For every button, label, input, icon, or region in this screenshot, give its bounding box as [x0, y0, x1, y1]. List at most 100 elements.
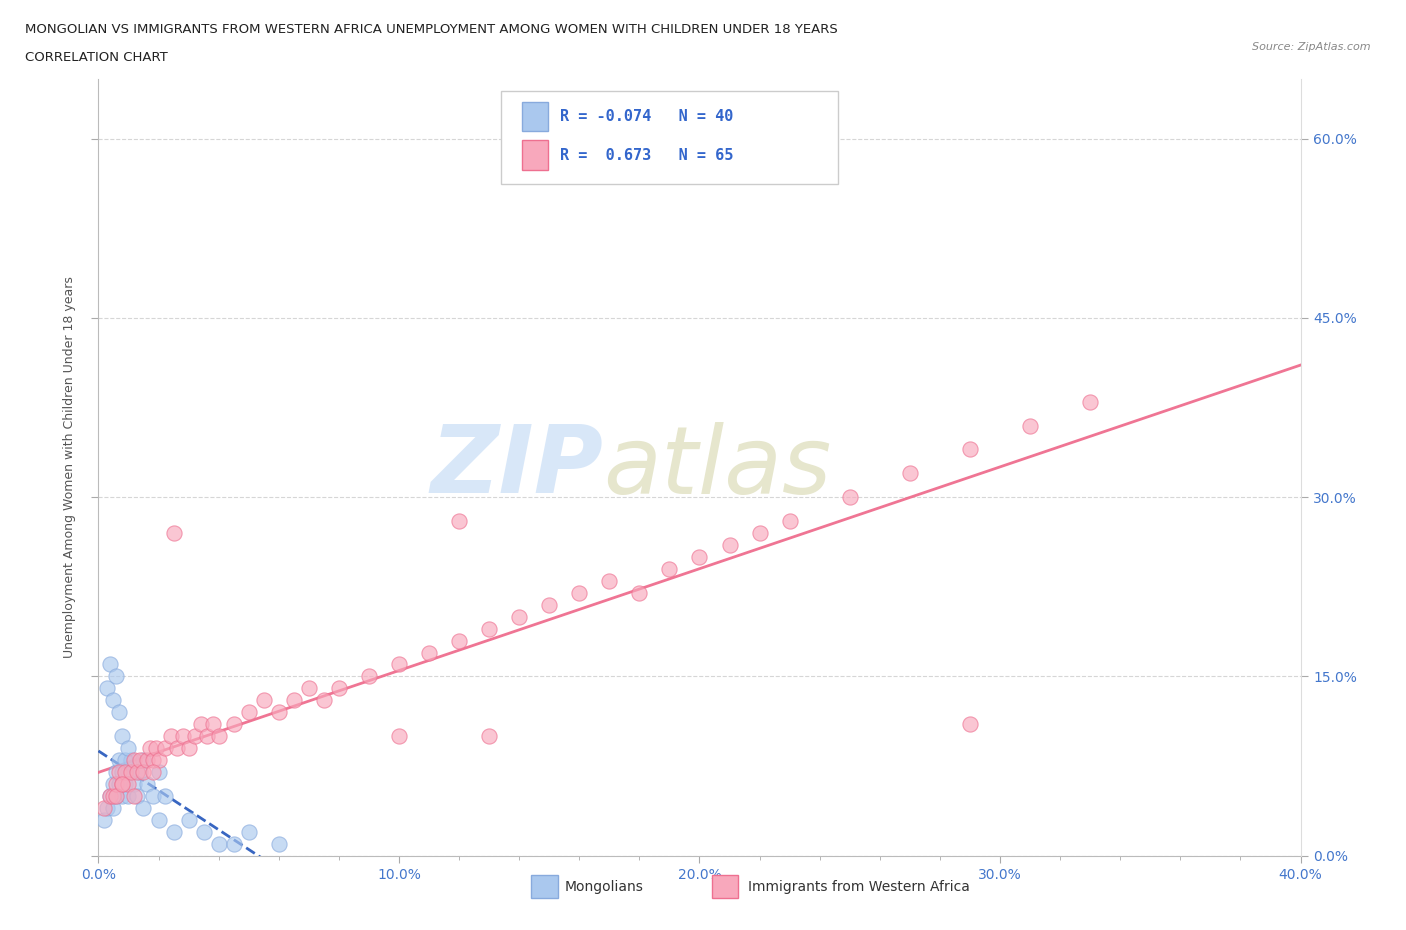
Point	[124, 777, 146, 791]
Point	[117, 789, 139, 804]
Point	[195, 729, 218, 744]
Point	[222, 717, 245, 732]
Point	[141, 752, 163, 767]
Point	[124, 752, 146, 767]
Point	[162, 525, 184, 540]
Point	[141, 764, 163, 779]
Point	[108, 764, 131, 779]
Point	[177, 812, 200, 827]
FancyBboxPatch shape	[711, 875, 738, 898]
Text: Mongolians: Mongolians	[565, 880, 644, 894]
Point	[111, 729, 134, 744]
Point	[105, 777, 128, 791]
FancyBboxPatch shape	[531, 875, 558, 898]
Text: MONGOLIAN VS IMMIGRANTS FROM WESTERN AFRICA UNEMPLOYMENT AMONG WOMEN WITH CHILDR: MONGOLIAN VS IMMIGRANTS FROM WESTERN AFR…	[25, 23, 838, 36]
Point	[208, 836, 231, 851]
Text: ZIP: ZIP	[430, 421, 603, 513]
Text: atlas: atlas	[603, 422, 831, 512]
Point	[124, 789, 146, 804]
Point	[718, 538, 741, 552]
Point	[114, 752, 136, 767]
Point	[508, 609, 530, 624]
Point	[111, 777, 134, 791]
Point	[208, 729, 231, 744]
Point	[201, 717, 224, 732]
Point	[658, 562, 681, 577]
Point	[108, 777, 131, 791]
Point	[121, 752, 143, 767]
Point	[93, 801, 115, 816]
Point	[100, 789, 122, 804]
Text: R =  0.673   N = 65: R = 0.673 N = 65	[560, 148, 734, 163]
Point	[447, 633, 470, 648]
Point	[959, 442, 981, 457]
Y-axis label: Unemployment Among Women with Children Under 18 years: Unemployment Among Women with Children U…	[62, 276, 76, 658]
Point	[298, 681, 321, 696]
Point	[129, 764, 152, 779]
Point	[105, 789, 128, 804]
Point	[103, 789, 125, 804]
Point	[418, 645, 440, 660]
Point	[114, 764, 136, 779]
Point	[135, 752, 157, 767]
Point	[478, 621, 501, 636]
Point	[447, 513, 470, 528]
FancyBboxPatch shape	[501, 91, 838, 184]
Point	[111, 764, 134, 779]
Point	[238, 705, 260, 720]
Point	[132, 752, 155, 767]
Point	[127, 789, 149, 804]
Point	[478, 729, 501, 744]
Point	[283, 693, 305, 708]
Point	[388, 729, 411, 744]
Point	[959, 717, 981, 732]
Point	[117, 740, 139, 755]
Point	[108, 752, 131, 767]
FancyBboxPatch shape	[522, 140, 548, 170]
Point	[153, 789, 176, 804]
Point	[153, 740, 176, 755]
Point	[141, 789, 163, 804]
Text: CORRELATION CHART: CORRELATION CHART	[25, 51, 169, 64]
Point	[111, 777, 134, 791]
FancyBboxPatch shape	[522, 101, 548, 131]
Point	[193, 824, 215, 839]
Point	[357, 669, 380, 684]
Text: Immigrants from Western Africa: Immigrants from Western Africa	[748, 880, 970, 894]
Point	[105, 764, 128, 779]
Point	[96, 801, 118, 816]
Point	[148, 812, 170, 827]
Point	[689, 550, 711, 565]
Point	[267, 836, 290, 851]
Point	[838, 490, 860, 505]
Point	[103, 801, 125, 816]
Text: Source: ZipAtlas.com: Source: ZipAtlas.com	[1253, 42, 1371, 52]
Point	[148, 764, 170, 779]
Point	[114, 777, 136, 791]
Point	[132, 801, 155, 816]
Point	[328, 681, 350, 696]
Point	[898, 466, 921, 481]
Point	[148, 752, 170, 767]
Point	[1019, 418, 1042, 433]
Point	[127, 764, 149, 779]
Point	[177, 740, 200, 755]
Point	[103, 693, 125, 708]
Point	[598, 574, 620, 589]
Point	[93, 812, 115, 827]
Point	[100, 657, 122, 671]
Point	[117, 764, 139, 779]
Point	[166, 740, 188, 755]
Point	[145, 740, 167, 755]
Point	[105, 789, 128, 804]
Point	[253, 693, 276, 708]
Point	[568, 585, 591, 600]
Point	[222, 836, 245, 851]
Point	[108, 705, 131, 720]
Point	[748, 525, 770, 540]
Point	[100, 789, 122, 804]
Point	[135, 777, 157, 791]
Point	[105, 669, 128, 684]
Point	[1078, 394, 1101, 409]
Point	[779, 513, 801, 528]
